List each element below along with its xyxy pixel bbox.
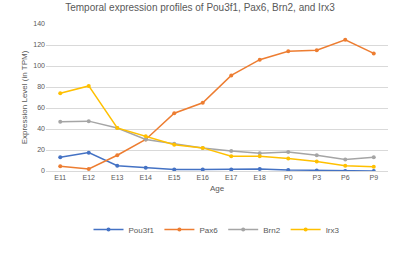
svg-text:Age: Age xyxy=(210,184,225,193)
svg-text:E11: E11 xyxy=(54,174,66,181)
svg-text:Expression Level (in TPM): Expression Level (in TPM) xyxy=(20,50,29,144)
svg-text:E18: E18 xyxy=(254,174,267,181)
svg-text:20: 20 xyxy=(37,146,45,153)
svg-text:P3: P3 xyxy=(312,174,321,181)
svg-text:140: 140 xyxy=(33,20,45,27)
svg-text:60: 60 xyxy=(37,104,45,111)
svg-text:100: 100 xyxy=(33,62,45,69)
svg-text:40: 40 xyxy=(37,125,45,132)
svg-text:P9: P9 xyxy=(369,174,378,181)
svg-text:P6: P6 xyxy=(341,174,350,181)
svg-text:80: 80 xyxy=(37,83,45,90)
svg-text:Temporal expression profiles o: Temporal expression profiles of Pou3f1, … xyxy=(65,2,335,13)
svg-text:Brn2: Brn2 xyxy=(263,226,280,235)
svg-text:120: 120 xyxy=(33,41,45,48)
svg-text:E13: E13 xyxy=(111,174,124,181)
svg-text:Pou3f1: Pou3f1 xyxy=(129,226,155,235)
svg-text:0: 0 xyxy=(41,167,45,174)
svg-text:E12: E12 xyxy=(83,174,96,181)
svg-text:E17: E17 xyxy=(225,174,238,181)
svg-text:E16: E16 xyxy=(197,174,210,181)
svg-text:Pax6: Pax6 xyxy=(199,226,218,235)
svg-text:P0: P0 xyxy=(284,174,293,181)
svg-text:E14: E14 xyxy=(140,174,153,181)
svg-text:E15: E15 xyxy=(168,174,181,181)
svg-text:Irx3: Irx3 xyxy=(326,226,340,235)
